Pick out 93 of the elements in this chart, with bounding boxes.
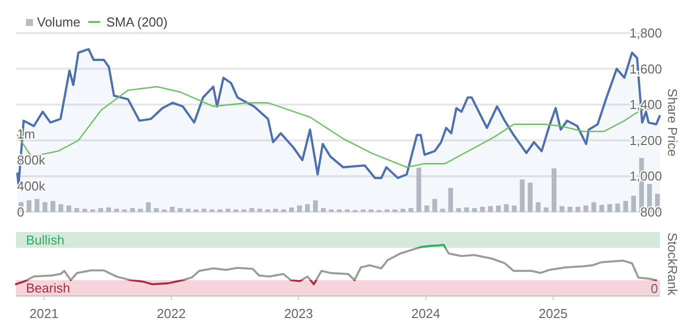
bar — [154, 208, 159, 212]
y2-tick-label: 800 — [640, 204, 662, 220]
bar — [170, 206, 175, 212]
bar — [424, 205, 430, 212]
bar — [114, 208, 119, 212]
bar — [615, 204, 620, 212]
bar — [360, 209, 366, 212]
bar — [416, 168, 422, 212]
bar — [591, 202, 596, 212]
y2-tick-label: 1,200 — [629, 132, 662, 148]
bar — [368, 209, 374, 212]
bar — [265, 209, 270, 212]
bar — [408, 208, 414, 212]
bar — [233, 209, 238, 212]
bar — [130, 208, 135, 212]
bar — [50, 200, 56, 212]
bar — [297, 205, 302, 212]
bar — [544, 207, 548, 212]
bar — [58, 204, 64, 212]
bar — [472, 208, 477, 212]
bar — [528, 182, 533, 212]
bar — [400, 208, 406, 212]
bar — [512, 205, 517, 212]
bar — [34, 198, 40, 212]
bar — [320, 208, 326, 212]
x-tick-label: 2022 — [156, 306, 186, 321]
bar — [106, 207, 111, 212]
bar — [440, 208, 446, 212]
annotation: 0 — [650, 281, 658, 296]
y-tick-label: 0 — [17, 204, 24, 220]
legend-label: Volume — [37, 14, 80, 30]
bar — [146, 202, 151, 212]
bar — [583, 205, 588, 212]
bar — [568, 206, 572, 212]
bar — [631, 196, 636, 212]
y2-tick-label: 1,800 — [629, 26, 662, 40]
x-tick-label: 2025 — [538, 306, 568, 321]
bar — [226, 208, 230, 212]
y2-axis-title: Share Price — [665, 88, 680, 156]
x-tick-label: 2021 — [30, 306, 58, 321]
bar — [448, 188, 454, 212]
bar — [26, 200, 32, 212]
bar — [384, 209, 390, 212]
bar — [249, 208, 254, 212]
bar — [186, 208, 191, 212]
bar — [328, 209, 334, 212]
bar — [496, 205, 501, 212]
y-tick-label: 400k — [17, 178, 46, 194]
bar — [623, 200, 628, 212]
bar — [313, 200, 318, 212]
bar — [599, 204, 604, 212]
bar — [552, 168, 556, 212]
bar — [289, 207, 294, 212]
bar — [520, 179, 525, 212]
band-label: Bearish — [26, 280, 70, 296]
y-axis-title: StockRank — [665, 232, 680, 296]
x-tick-label: 2024 — [411, 306, 440, 321]
bar — [98, 208, 104, 212]
bar — [536, 202, 541, 212]
x-tick-label: 2023 — [284, 306, 314, 321]
bar — [504, 204, 509, 212]
bar — [336, 209, 342, 212]
bar — [257, 208, 262, 212]
bar — [305, 204, 310, 212]
bar — [392, 209, 398, 212]
bar — [488, 206, 493, 212]
bar — [218, 209, 222, 212]
bar — [456, 208, 461, 212]
legend-label: SMA (200) — [106, 14, 168, 30]
bar — [162, 209, 167, 212]
bar — [122, 209, 127, 212]
bar — [74, 208, 80, 212]
bar — [464, 207, 469, 212]
bar — [194, 209, 198, 212]
bar — [178, 208, 183, 212]
bar — [344, 209, 350, 212]
bar — [273, 208, 278, 212]
bar — [42, 202, 48, 212]
bar — [82, 208, 88, 212]
bar — [66, 205, 72, 212]
bar — [210, 209, 214, 212]
y2-tick-label: 1,000 — [629, 168, 662, 184]
bar — [607, 204, 612, 212]
bar — [281, 209, 286, 212]
bar — [241, 209, 246, 212]
bar — [90, 209, 96, 212]
bar — [480, 206, 485, 212]
band-label: Bullish — [26, 232, 64, 248]
bar — [576, 206, 580, 212]
bar — [202, 208, 206, 212]
bar — [432, 198, 438, 212]
bar — [138, 208, 143, 212]
bar — [560, 206, 564, 212]
